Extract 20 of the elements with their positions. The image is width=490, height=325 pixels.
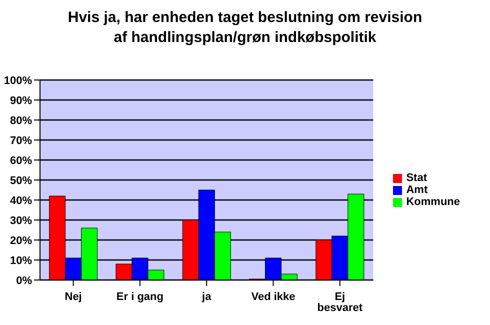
y-tick-label: 70%	[10, 134, 32, 147]
y-tick-label: 30%	[10, 214, 32, 227]
y-tick-label: 60%	[10, 154, 32, 167]
x-tick-label: Er i gang	[116, 290, 164, 303]
y-tick-label: 50%	[10, 174, 32, 187]
chart-title: Hvis ja, har enheden taget beslutning om revision af handlingsplan/grøn indkøbspolitik	[66, 8, 424, 48]
y-tick-label: 80%	[10, 114, 32, 127]
x-tick-label: ja	[201, 290, 212, 303]
y-tick-label: 40%	[10, 194, 32, 207]
x-tick-label: Ej besvaret	[317, 290, 363, 314]
y-tick-label: 90%	[10, 94, 32, 107]
y-tick-label: 0%	[16, 274, 32, 287]
x-tick-label: Ved ikke	[251, 290, 296, 303]
legend-label: Kommune	[406, 196, 460, 208]
y-tick-label: 10%	[10, 254, 32, 267]
y-tick-label: 100%	[4, 74, 32, 87]
y-tick-label: 20%	[10, 234, 32, 247]
legend-label: Amt	[406, 184, 428, 196]
x-tick-label: Nej	[64, 290, 82, 303]
legend-label: Stat	[406, 172, 427, 184]
